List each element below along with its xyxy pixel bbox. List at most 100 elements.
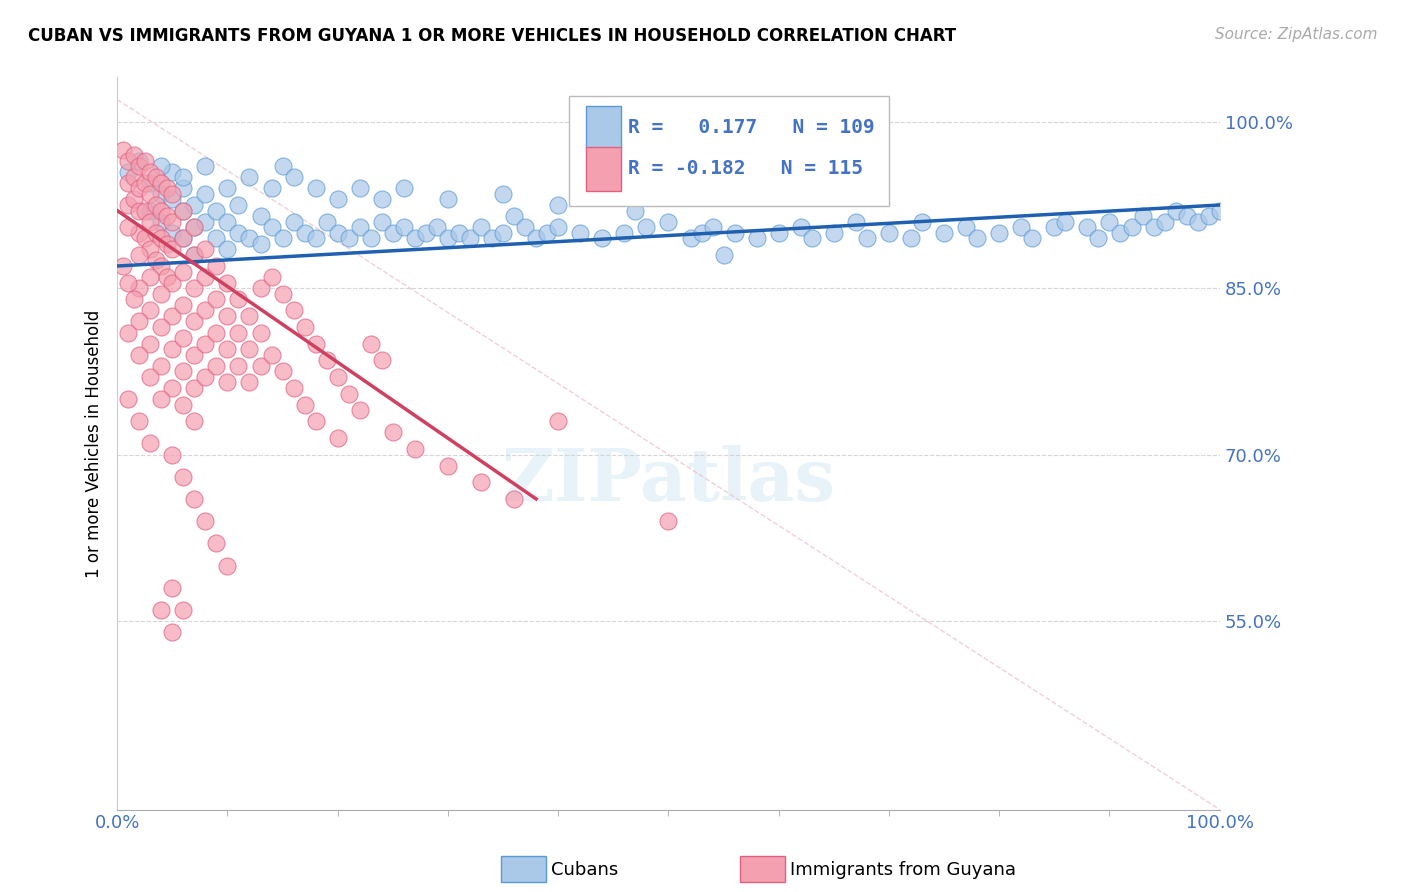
Point <box>371 193 394 207</box>
Point <box>326 431 349 445</box>
Point <box>194 514 217 528</box>
Point <box>271 286 294 301</box>
Point <box>1153 214 1175 228</box>
Point <box>723 226 745 240</box>
Point <box>349 403 371 417</box>
Point <box>381 226 404 240</box>
Point <box>134 203 156 218</box>
Point <box>183 198 205 212</box>
Point <box>1187 214 1209 228</box>
Point <box>591 231 613 245</box>
Point <box>315 214 337 228</box>
Point <box>172 298 194 312</box>
Point <box>150 176 173 190</box>
Point <box>117 276 139 290</box>
Text: Cubans: Cubans <box>551 861 619 879</box>
Point <box>932 226 955 240</box>
Point <box>139 243 162 257</box>
Text: Source: ZipAtlas.com: Source: ZipAtlas.com <box>1215 27 1378 42</box>
Point <box>337 231 360 245</box>
Point <box>128 248 150 262</box>
Point <box>128 314 150 328</box>
Point <box>117 198 139 212</box>
Point <box>1021 231 1043 245</box>
Point <box>294 398 316 412</box>
Point <box>150 392 173 406</box>
Point <box>217 243 239 257</box>
Point <box>139 203 162 218</box>
Point <box>183 381 205 395</box>
Point <box>111 143 134 157</box>
Point <box>283 170 305 185</box>
Point <box>823 226 845 240</box>
Point <box>139 186 162 201</box>
Point <box>139 165 162 179</box>
Point <box>713 248 735 262</box>
Point <box>128 414 150 428</box>
Point <box>122 148 145 162</box>
Point <box>117 165 139 179</box>
Point <box>145 226 167 240</box>
Point <box>326 226 349 240</box>
Point <box>260 348 283 362</box>
Point <box>536 226 558 240</box>
Point <box>877 226 900 240</box>
Point <box>162 193 184 207</box>
Point <box>228 226 250 240</box>
Point <box>139 214 162 228</box>
Point <box>172 231 194 245</box>
Point <box>217 376 239 390</box>
Point <box>547 220 569 235</box>
Point <box>1175 209 1198 223</box>
Point <box>260 181 283 195</box>
Point <box>404 231 426 245</box>
Point <box>1010 220 1032 235</box>
Point <box>271 231 294 245</box>
Point <box>205 259 228 273</box>
Point <box>392 220 415 235</box>
Point <box>1121 220 1143 235</box>
Point <box>128 281 150 295</box>
Point <box>547 414 569 428</box>
Point <box>481 231 503 245</box>
Point <box>911 214 934 228</box>
Point <box>183 220 205 235</box>
Point <box>447 226 470 240</box>
Point <box>228 198 250 212</box>
Text: ZIPatlas: ZIPatlas <box>502 444 835 516</box>
Point <box>205 293 228 307</box>
Point <box>162 381 184 395</box>
Point <box>404 442 426 456</box>
Point <box>1109 226 1132 240</box>
Point <box>217 342 239 356</box>
Point <box>172 264 194 278</box>
Point <box>1087 231 1109 245</box>
Point <box>117 392 139 406</box>
Point <box>238 170 260 185</box>
Point <box>966 231 988 245</box>
Point <box>228 293 250 307</box>
FancyBboxPatch shape <box>586 105 621 149</box>
Point <box>134 153 156 168</box>
Point <box>283 303 305 318</box>
Point <box>690 226 713 240</box>
Point <box>134 176 156 190</box>
Point <box>304 231 326 245</box>
Point <box>172 469 194 483</box>
Point <box>183 491 205 506</box>
Point <box>205 231 228 245</box>
Point <box>128 181 150 195</box>
Point <box>315 353 337 368</box>
Point <box>139 436 162 450</box>
Point <box>547 198 569 212</box>
Point <box>613 226 636 240</box>
Point <box>117 326 139 340</box>
Point <box>228 326 250 340</box>
Point <box>194 270 217 285</box>
FancyBboxPatch shape <box>569 95 889 205</box>
Point <box>304 336 326 351</box>
Point <box>150 231 173 245</box>
Point <box>162 165 184 179</box>
Point <box>283 214 305 228</box>
Point <box>1142 220 1164 235</box>
